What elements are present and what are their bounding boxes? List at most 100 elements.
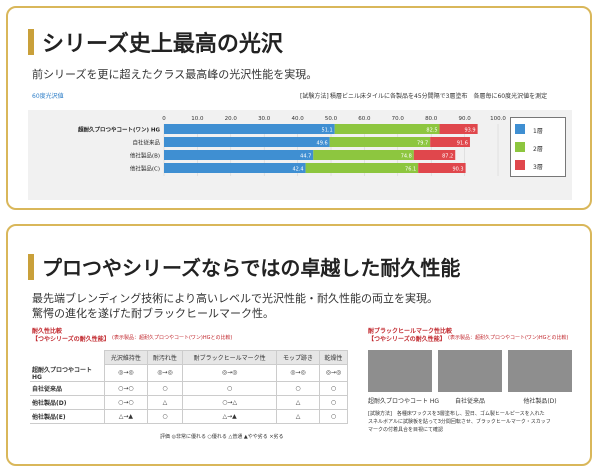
x-tick-label: 10.0 [191, 116, 204, 122]
bar-segment [164, 137, 330, 147]
table-header: 耐汚れ性 [146, 350, 184, 365]
table-cell: ◎→◎ [104, 364, 148, 382]
data-label: 49.6 [317, 141, 328, 147]
table-cell: ○ [318, 394, 349, 410]
x-tick-label: 90.0 [458, 116, 471, 122]
table-cell: ○ [146, 408, 184, 424]
table-heading-2: 【つやシリーズの耐久性能】 [32, 336, 110, 343]
test-method-text: 積層ビニル床タイルに各製品を45分間隔で3層塗布 各層毎に60度光沢値を測定 [330, 93, 548, 100]
sample-image-2 [438, 350, 502, 392]
evaluation-legend: 評価 ◎非常に優れる ○優れる △普通 ▲やや劣る ×劣る [160, 434, 284, 440]
category-label: 他社製品(C) [130, 165, 160, 173]
bar-segment [334, 124, 440, 134]
table-cell: △→▲ [182, 408, 278, 424]
data-label: 82.5 [426, 128, 437, 134]
table-header: モップ跡き [276, 350, 320, 365]
data-label: 51.1 [322, 128, 333, 134]
bar-segment [329, 137, 431, 147]
bar-segment [418, 163, 466, 173]
data-label: 74.8 [401, 154, 412, 160]
bhm-heading-note: (表示製品：超耐久プロつやコート(ワン)HGとの比較) [448, 335, 569, 341]
gloss-chart-area: 0 10.0 20.0 30.0 40.0 50.0 60.0 70.0 80.0 90.0 100… [28, 110, 572, 200]
bar-segment [439, 124, 478, 134]
bhm-heading-2: 【つやシリーズの耐久性能】 [368, 336, 446, 343]
table-cell: ○→○ [104, 394, 148, 410]
data-label: 44.7 [300, 154, 311, 160]
bhm-method-3: マークの付着具合を目視にて確認 [368, 427, 444, 433]
table-cell: ○→○ [104, 380, 148, 396]
bar-segment [164, 150, 314, 160]
row-label: 他社製品(D) [30, 395, 105, 410]
category-label: 超耐久プロつやコート(ワン) HG [77, 126, 161, 134]
category-label: 自社従来品 [132, 139, 160, 147]
durability-subtitle-1: 最先端ブレンディング技術により高いレベルで光沢性能・耐久性能の両立を実現。 [32, 292, 439, 305]
sample-label-1: 超耐久プロつやコート HG [368, 398, 440, 405]
x-tick-label: 60.0 [358, 116, 371, 122]
table-row: 他社製品(D) ○→○ △ ○→△ △ ○ [30, 394, 349, 410]
x-tick-label: 30.0 [258, 116, 271, 122]
legend-swatch-2 [515, 142, 525, 152]
sample-image-3 [508, 350, 572, 392]
gloss-title-row: シリーズ史上最高の光沢 [28, 26, 283, 58]
table-heading-note: (表示製品：超耐久プロつやコート(ワン)HGとの比較) [112, 335, 233, 341]
x-tick-label: 50.0 [325, 116, 338, 122]
bar-segment [313, 150, 414, 160]
table-corner [30, 351, 105, 365]
legend-label-3: 3層 [533, 164, 543, 171]
gloss-chart: 0 10.0 20.0 30.0 40.0 50.0 60.0 70.0 80.0 90.0 100… [77, 116, 506, 176]
gloss-title: シリーズ史上最高の光沢 [42, 31, 283, 57]
bar-segment [413, 150, 456, 160]
table-cell: ○ [146, 380, 184, 396]
data-label: 91.6 [457, 141, 468, 147]
data-label: 76.1 [405, 167, 416, 173]
test-method-label: [試験方法] [300, 93, 329, 100]
title-accent-bar [28, 253, 34, 280]
durability-title-row: プロつやシリーズならではの卓越した耐久性能 [28, 252, 460, 281]
title-accent-bar [28, 29, 34, 55]
x-tick-label: 20.0 [225, 116, 238, 122]
bar-segment [164, 124, 335, 134]
table-header: 耐ブラックヒールマーク性 [182, 350, 278, 365]
table-cell: ◎→◎ [318, 364, 349, 382]
table-cell: ○ [318, 408, 349, 424]
bhm-method-1: [試験方法] 各種床ワックスを3層塗布し、翌日、ゴム製ヒールピースを入れた [368, 411, 545, 417]
data-label: 79.7 [417, 141, 428, 147]
x-tick-label: 40.0 [291, 116, 304, 122]
x-tick-label: 70.0 [392, 116, 405, 122]
table-cell: ◎→◎ [276, 364, 320, 382]
sample-label-2: 自社従来品 [454, 398, 485, 405]
table-row: 他社製品(E) △→▲ ○ △→▲ △ ○ [30, 408, 349, 424]
legend-swatch-3 [515, 160, 525, 170]
durability-panel [6, 224, 592, 466]
sample-image-1 [368, 350, 432, 392]
table-cell: △ [276, 394, 320, 410]
gloss-subtitle: 前シリーズを更に超えたクラス最高峰の光沢性能を実現。 [32, 68, 318, 81]
table-cell: ○ [276, 380, 320, 396]
category-label: 他社製品(B) [130, 152, 160, 160]
bar-segment [164, 163, 306, 173]
chart-legend: 1層 2層 3層 [510, 117, 566, 177]
table-header-row: 光沢維持性 耐汚れ性 耐ブラックヒールマーク性 モップ跡き 乾燥性 [30, 350, 349, 365]
bar-segment [305, 163, 419, 173]
x-tick-label: 0 [162, 116, 166, 122]
legend-label-2: 2層 [533, 146, 543, 153]
table-header: 乾燥性 [318, 350, 349, 365]
table-heading-1: 耐久性比較 [32, 328, 63, 335]
row-label: 他社製品(E) [30, 409, 105, 424]
sample-label-3: 他社製品(D) [523, 398, 557, 405]
data-label: 93.9 [464, 128, 475, 134]
durability-table: 光沢維持性 耐汚れ性 耐ブラックヒールマーク性 モップ跡き 乾燥性 超耐久プロつ… [30, 350, 349, 424]
bhm-method-2: スネルボアルに試験板を貼って3分間回転させ、ブラックヒールマーク・スカッフ [368, 419, 551, 425]
bhm-heading-1: 耐ブラックヒールマーク性比較 [368, 328, 453, 335]
durability-subtitle-2: 驚愕の進化を遂げた耐ブラックヒールマーク性。 [32, 307, 274, 320]
table-cell: ◎→◎ [146, 364, 184, 382]
row-label: 自社従来品 [30, 381, 105, 396]
legend-label-1: 1層 [533, 128, 543, 135]
table-header: 光沢維持性 [104, 350, 148, 365]
table-cell: △ [276, 408, 320, 424]
data-label: 90.3 [452, 167, 463, 173]
table-cell: △→▲ [104, 408, 148, 424]
table-cell: ◎→◎ [182, 364, 278, 382]
table-row: 超耐久プロつやコート HG ◎→◎ ◎→◎ ◎→◎ ◎→◎ ◎→◎ [30, 364, 349, 382]
data-label: 42.4 [292, 167, 303, 173]
